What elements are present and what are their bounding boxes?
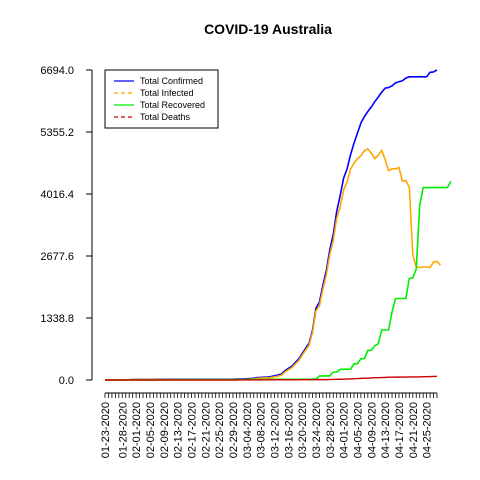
x-tick-label: 03-20-2020 [297, 402, 309, 458]
legend-label: Total Confirmed [140, 76, 203, 86]
legend: Total Confirmed Total Infected Total Recov… [104, 69, 219, 129]
x-axis: 01-23-2020 01-28-2020 02-01-2020 02-05-2020… [100, 392, 438, 458]
x-tick-label: 02-17-2020 [186, 402, 198, 458]
y-axis: 0.0 1338.8 2677.6 4016.4 5355.2 6694.0 [40, 65, 93, 387]
x-tick-label: 02-25-2020 [214, 402, 226, 458]
y-tick-label: 0.0 [59, 375, 74, 387]
chart-title: COVID-19 Australia [204, 21, 332, 37]
x-tick-label: 02-21-2020 [200, 402, 212, 458]
y-tick-label: 2677.6 [40, 251, 74, 263]
y-tick-label: 1338.8 [40, 313, 74, 325]
x-tick-label: 04-05-2020 [352, 402, 364, 458]
x-tick-label: 02-01-2020 [131, 402, 143, 458]
x-tick-label: 02-29-2020 [228, 402, 240, 458]
x-tick-label: 03-16-2020 [283, 402, 295, 458]
y-tick-label: 5355.2 [40, 127, 74, 139]
series-line-total-infected [105, 148, 442, 381]
x-tick-label: 01-23-2020 [100, 402, 112, 458]
x-tick-label: 04-09-2020 [366, 402, 378, 458]
legend-label: Total Deaths [140, 112, 191, 122]
y-tick-label: 4016.4 [40, 189, 74, 201]
legend-label: Total Infected [140, 88, 194, 98]
series-line-total-deaths [105, 375, 438, 381]
x-tick-label: 04-21-2020 [408, 402, 420, 458]
x-tick-label: 03-04-2020 [242, 402, 254, 458]
x-tick-label: 03-24-2020 [311, 402, 323, 458]
y-tick-label: 6694.0 [40, 65, 74, 77]
x-tick-label: 04-25-2020 [422, 402, 434, 458]
x-tick-label: 04-13-2020 [380, 402, 392, 458]
x-tick-label: 01-28-2020 [117, 402, 129, 458]
x-tick-label: 04-01-2020 [339, 402, 351, 458]
x-tick-label: 04-17-2020 [394, 402, 406, 458]
x-tick-label: 02-05-2020 [145, 402, 157, 458]
x-tick-label: 02-13-2020 [173, 402, 185, 458]
legend-label: Total Recovered [140, 100, 205, 110]
x-tick-label: 03-08-2020 [256, 402, 268, 458]
x-tick-label: 03-28-2020 [325, 402, 337, 458]
x-tick-label: 03-12-2020 [269, 402, 281, 458]
x-tick-label: 02-09-2020 [159, 402, 171, 458]
series-line-total-recovered [105, 180, 452, 381]
series-layer [105, 69, 452, 381]
legend-box [104, 69, 219, 129]
